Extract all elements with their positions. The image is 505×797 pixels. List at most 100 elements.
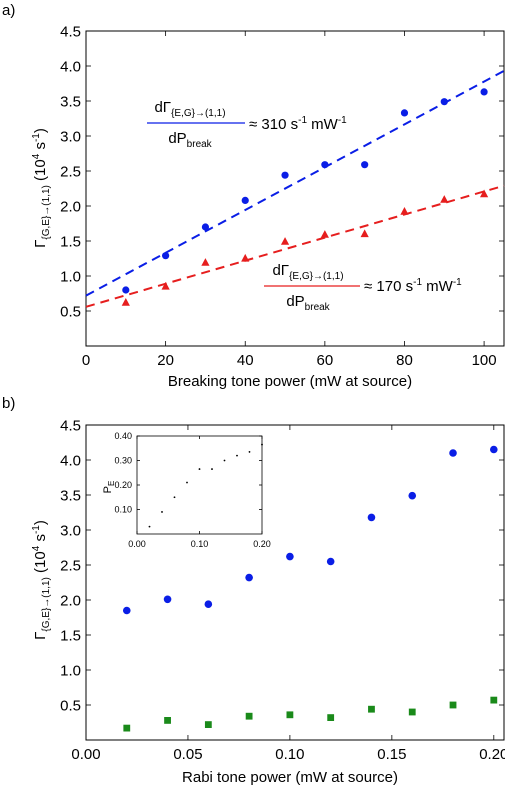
y-tick-label: 4.5 [60,23,81,40]
blue-circle-point [449,449,457,457]
green-square-point [368,705,375,713]
red-triangle-point [400,207,409,215]
y-tick-label: 3.0 [60,522,81,539]
x-tick-label: 40 [237,352,254,369]
inset-ylabel: PE [102,481,116,494]
blue-annotation-denominator: dPbreak [168,130,212,150]
green-square-point [408,708,416,716]
y-tick-label: 3.0 [60,128,81,145]
panel-a-label: a) [2,2,15,19]
x-tick-label: 0.15 [377,746,406,763]
inset-point [198,468,201,470]
blue-circle-point [286,552,294,561]
y-tick-label: 3.5 [60,93,81,110]
green-square-point [164,717,171,724]
red-triangle-point [241,253,250,262]
x-tick-label: 0.10 [191,539,209,549]
blue-circle-point [241,196,249,204]
y-tick-label: 4.5 [60,417,81,434]
green-square-point [327,714,335,721]
blue-circle-point [162,252,170,260]
inset-point [236,454,238,457]
red-triangle-point [280,237,290,245]
panel-a-frame [85,30,505,347]
y-tick-label: 2.5 [60,163,81,180]
red-annotation-numerator: dΓ{E,G}→(1,1) [272,262,343,282]
y-tick-label: 4.0 [60,452,81,469]
y-tick-label: 0.10 [114,505,132,515]
y-tick-label: 0.40 [114,431,132,441]
y-tick-label: 0.5 [60,303,81,320]
y-tick-label: 1.0 [60,268,81,285]
panel-b-xlabel: Rabi tone power (mW at source) [182,769,398,786]
x-tick-label: 0 [82,352,90,369]
y-tick-label: 0.5 [60,697,81,714]
blue-circle-point [480,88,488,96]
y-tick-label: 3.5 [60,487,81,504]
x-tick-label: 80 [396,352,413,369]
y-tick-label: 2.5 [60,557,81,574]
y-tick-label: 2.0 [60,198,81,215]
blue-circle-point [400,109,409,117]
panel-b-ylabel: Γ{G,E}→(1,1) (104 s-1) [31,520,52,640]
x-tick-label: 20 [157,352,174,369]
green-square-point [449,701,457,709]
y-tick-label: 4.0 [60,58,81,75]
inset-point [186,481,188,484]
red-slope-annotation: dΓ{E,G}→(1,1) dPbreak ≈ 170 s-1 mW-1 [264,262,462,313]
red-triangle-point [161,281,170,290]
blue-fit-line [85,70,505,297]
x-tick-label: 100 [472,352,497,369]
blue-circle-point [361,161,369,169]
panel-a: a) 0 20 40 60 80 100 0.5 1.0 1.5 2.0 2.5 3.0 3.5 4.0 4… [2,2,505,390]
y-tick-label: 0.30 [114,456,132,466]
x-tick-label: 0.10 [275,746,304,763]
red-triangle-point [201,258,210,266]
blue-circle-point [122,286,130,294]
blue-circle-point [163,595,172,604]
blue-circle-point [245,573,253,582]
red-annotation-denominator: dPbreak [286,293,330,313]
blue-slope-annotation: dΓ{E,G}→(1,1) dPbreak ≈ 310 s-1 mW-1 [147,99,347,150]
green-square-point [204,721,212,728]
inset-point [261,443,263,446]
inset-point [211,468,213,470]
panel-b-label: b) [2,395,15,412]
blue-circle-point [490,445,498,454]
green-square-point [286,711,294,719]
blue-annotation-numerator: dΓ{E,G}→(1,1) [154,99,225,119]
x-tick-label: 0.20 [253,539,271,549]
red-triangle-point [440,195,449,203]
red-triangle-point [360,229,369,238]
blue-circle-point [204,600,213,608]
blue-circle-point [440,98,448,106]
blue-circle-point [367,513,376,522]
y-tick-label: 1.5 [60,233,81,250]
red-triangle-point [479,189,489,198]
green-square-point [245,712,253,720]
blue-circle-point [321,161,329,169]
x-tick-label: 0.00 [71,746,100,763]
red-fit-line [85,184,505,308]
inset-chart: 0.00 0.10 0.20 0.10 0.20 0.30 0.40 PE [102,431,271,549]
panel-b: b) 0.00 0.05 0.10 0.15 0.20 0.5 1.0 1.5 2.0 2.5 3.… [2,395,505,786]
x-tick-label: 0.20 [479,746,505,763]
red-triangle-point [121,298,130,306]
y-tick-label: 1.5 [60,627,81,644]
inset-point [161,511,163,513]
blue-circle-point [281,171,289,179]
panel-a-ylabel: Γ{G,E}→(1,1) (104 s-1) [31,128,52,248]
panel-a-xlabel: Breaking tone power (mW at source) [168,373,412,390]
blue-circle-point [408,491,417,500]
x-tick-label: 0.05 [173,746,202,763]
y-tick-label: 2.0 [60,592,81,609]
y-tick-label: 1.0 [60,662,81,679]
blue-circle-point [122,606,131,615]
inset-point [223,459,226,462]
x-tick-label: 60 [317,352,334,369]
green-square-point [490,696,498,704]
blue-circle-point [201,223,210,231]
red-annotation-value: ≈ 170 s-1 mW-1 [364,277,462,295]
green-square-point [123,724,131,732]
